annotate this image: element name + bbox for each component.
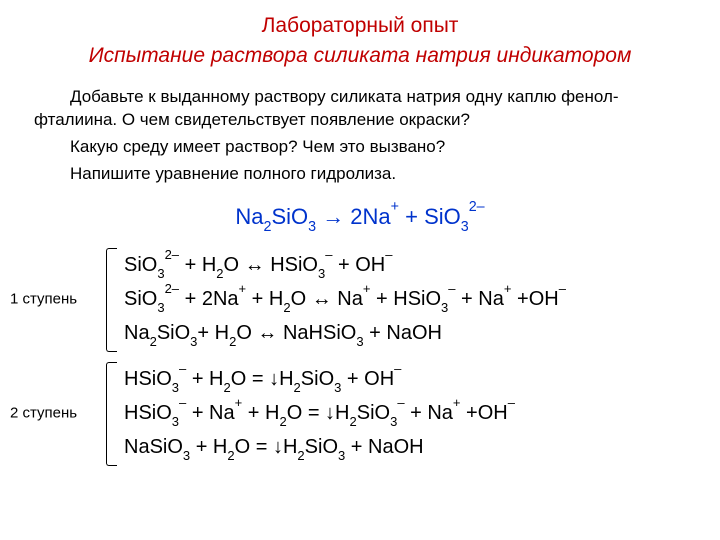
main-equation: Na2SiO3 → 2Na+ + SiO32– [34,204,686,230]
slide: Лабораторный опыт Испытание раствора сил… [0,0,720,540]
eq-line: HSiO3– + Na+ + H2O = ↓H2SiO3– + Na+ +OH– [124,396,686,430]
paragraph-2: Какую среду имеет раствор? Чем это вызва… [34,136,686,159]
group-2-label: 2 ступень [10,404,98,421]
eq-line: Na2SiO3+ H2O ↔ NaHSiO3 + NaOH [124,316,686,350]
page-subtitle: Испытание раствора силиката натрия индик… [34,44,686,68]
equation-group-2: 2 ступень HSiO3– + H2O = ↓H2SiO3 + OH– H… [34,362,686,464]
paragraph-1: Добавьте к выданному раствору силиката н… [34,86,686,132]
page-title: Лабораторный опыт [34,14,686,38]
eq-line: HSiO3– + H2O = ↓H2SiO3 + OH– [124,362,686,396]
group-1-lines: SiO32– + H2O ↔ HSiO3– + OH– SiO32– + 2Na… [124,248,686,350]
equation-group-1: 1 ступень SiO32– + H2O ↔ HSiO3– + OH– Si… [34,248,686,350]
eq-line: SiO32– + H2O ↔ HSiO3– + OH– [124,248,686,282]
eq-line: NaSiO3 + H2O = ↓H2SiO3 + NaOH [124,430,686,464]
group-1-bracket [106,248,117,350]
group-2-bracket [106,362,117,464]
eq-line: SiO32– + 2Na+ + H2O ↔ Na+ + HSiO3– + Na+… [124,282,686,316]
paragraph-3: Напишите уравнение полного гидролиза. [34,163,686,186]
group-2-lines: HSiO3– + H2O = ↓H2SiO3 + OH– HSiO3– + Na… [124,362,686,464]
group-1-label: 1 ступень [10,290,98,307]
